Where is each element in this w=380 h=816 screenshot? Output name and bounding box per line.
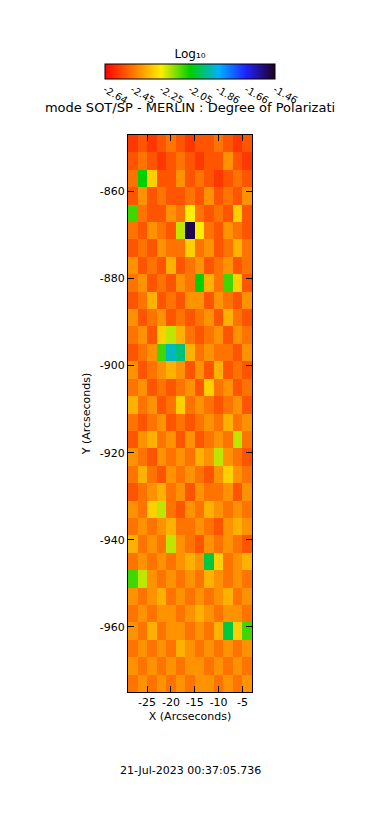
svg-text:X (Arcseconds): X (Arcseconds) [149,710,231,723]
svg-text:Log₁₀: Log₁₀ [174,47,205,61]
svg-text:-1.46: -1.46 [272,84,300,106]
svg-text:-1.86: -1.86 [214,84,242,106]
svg-text:-960: -960 [100,621,125,634]
svg-text:-2.45: -2.45 [129,84,157,106]
svg-text:-880: -880 [100,272,125,285]
svg-text:-900: -900 [100,359,125,372]
svg-text:-15: -15 [186,696,204,709]
svg-text:-25: -25 [138,696,156,709]
svg-text:Y (Arcseconds): Y (Arcseconds) [80,373,93,456]
svg-text:-20: -20 [162,696,180,709]
svg-text:-5: -5 [237,696,248,709]
svg-text:mode SOT/SP - MERLIN : Degree: mode SOT/SP - MERLIN : Degree of Polariz… [45,100,335,115]
svg-text:21-Jul-2023 00:37:05.736: 21-Jul-2023 00:37:05.736 [120,764,261,777]
svg-text:-2.25: -2.25 [158,84,186,106]
svg-text:-2.64: -2.64 [102,84,130,106]
svg-text:-10: -10 [210,696,228,709]
svg-text:-920: -920 [100,447,125,460]
svg-text:-860: -860 [100,185,125,198]
svg-text:-940: -940 [100,534,125,547]
svg-text:-2.05: -2.05 [187,84,215,106]
svg-text:-1.66: -1.66 [243,84,271,106]
